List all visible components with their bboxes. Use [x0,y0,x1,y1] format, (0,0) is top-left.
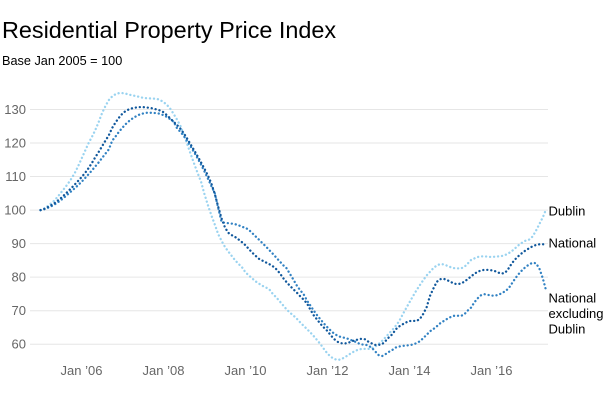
svg-text:Jan ’12: Jan ’12 [307,363,349,378]
svg-text:National: National [549,236,597,251]
svg-text:90: 90 [12,236,26,251]
svg-text:120: 120 [4,136,26,151]
svg-text:National: National [549,290,597,305]
svg-text:80: 80 [12,270,26,285]
svg-text:70: 70 [12,303,26,318]
svg-text:110: 110 [5,169,26,184]
svg-text:Jan ’10: Jan ’10 [225,363,267,378]
svg-text:130: 130 [4,102,26,117]
svg-text:Jan ’06: Jan ’06 [61,363,103,378]
svg-text:100: 100 [4,203,26,218]
svg-text:60: 60 [12,337,26,352]
svg-text:Jan ’16: Jan ’16 [471,363,513,378]
svg-text:Dublin: Dublin [549,204,586,219]
svg-text:Jan ’14: Jan ’14 [389,363,431,378]
svg-text:Jan ’08: Jan ’08 [143,363,185,378]
svg-text:excluding: excluding [549,306,604,321]
svg-text:Dublin: Dublin [549,322,586,337]
